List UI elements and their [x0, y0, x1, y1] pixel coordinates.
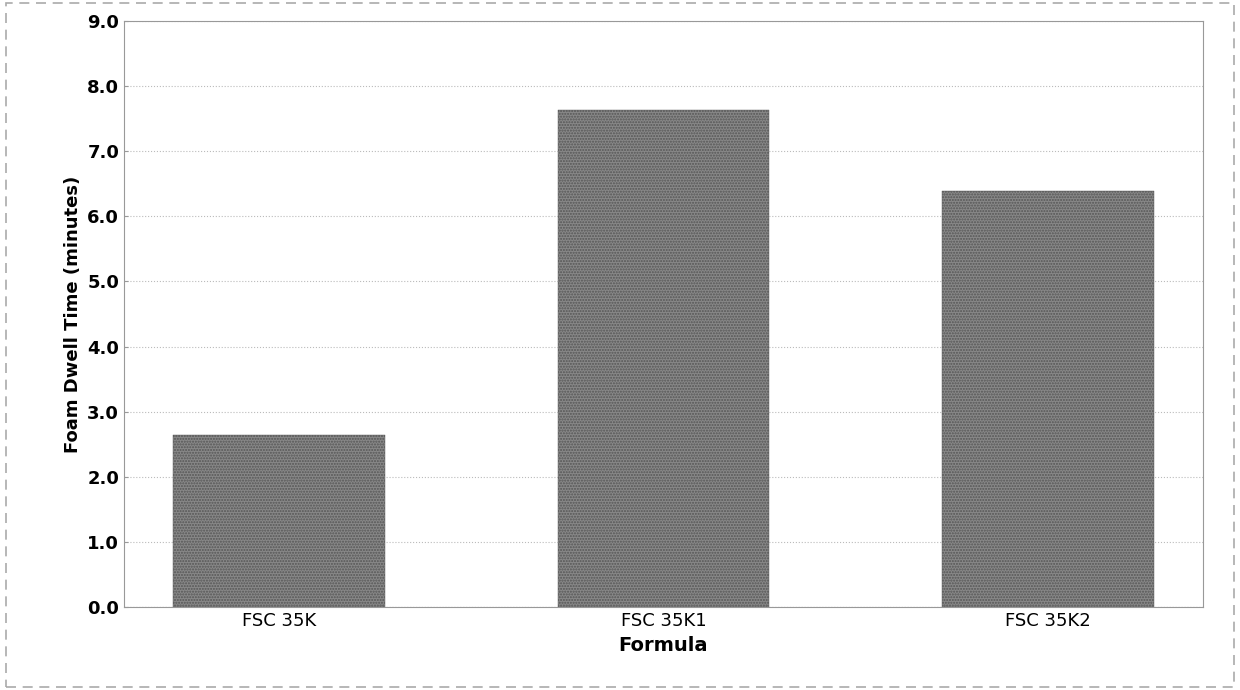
Bar: [942, 191, 1153, 607]
X-axis label: Formula: Formula: [619, 635, 708, 655]
Y-axis label: Foam Dwell Time (minutes): Foam Dwell Time (minutes): [63, 175, 82, 453]
Bar: [558, 110, 769, 607]
Bar: [174, 435, 384, 607]
